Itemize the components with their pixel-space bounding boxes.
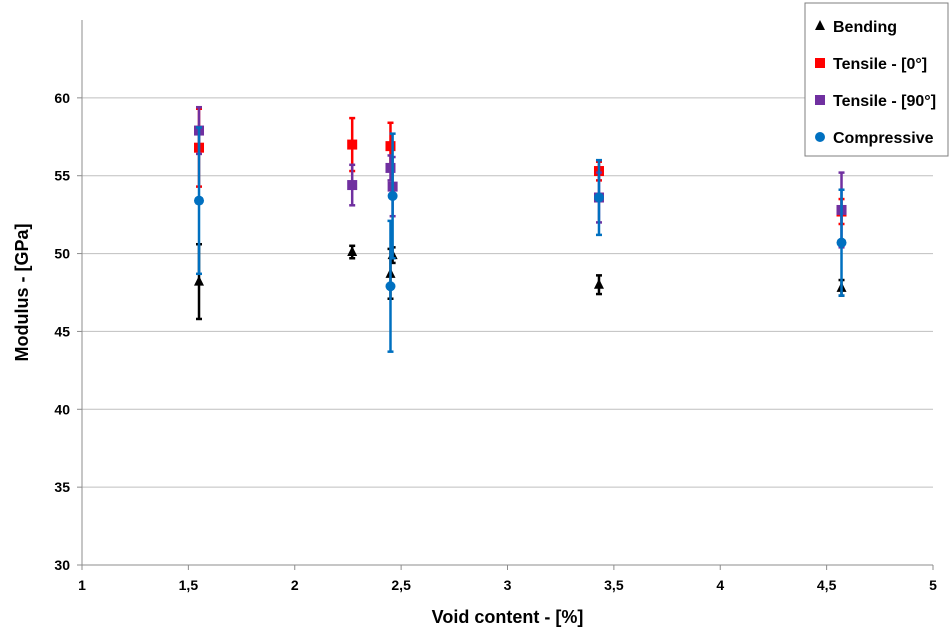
legend-label: Tensile - [90°] [833,93,936,110]
legend-marker [815,20,825,30]
data-point [385,281,396,292]
data-series [194,105,847,353]
x-tick-label: 1 [78,577,86,593]
data-point [194,275,205,286]
y-tick-label: 30 [54,557,70,573]
data-point [347,139,358,150]
data-point [347,246,358,257]
data-point [385,141,396,152]
data-point [387,190,398,201]
x-tick-label: 4 [716,577,724,593]
legend-item: Compressive [815,130,934,147]
y-tick-label: 45 [54,323,70,339]
legend-marker [815,132,825,142]
x-tick-label: 2,5 [391,577,411,593]
gridlines [82,97,933,488]
legend: Bending Tensile - [0°] Tensile - [90°] Comp… [804,2,949,157]
x-tick-label: 3,5 [604,577,624,593]
series-compressive [194,126,847,353]
data-point [593,278,604,289]
x-tick-label: 2 [291,577,299,593]
legend-item: Tensile - [90°] [815,93,936,110]
data-point [593,192,604,203]
x-tick-label: 4,5 [817,577,837,593]
legend-items: Bending Tensile - [0°] Tensile - [90°] Comp… [815,19,936,147]
x-tick-label: 1,5 [179,577,199,593]
data-point [194,195,205,206]
legend-item: Tensile - [0°] [815,56,927,73]
y-tick-label: 35 [54,479,70,495]
y-tick-label: 60 [54,90,70,106]
y-tick-label: 50 [54,246,70,262]
x-tick-label: 5 [929,577,937,593]
legend-label: Bending [833,19,897,36]
data-point [836,237,847,248]
series-tensile-90 [194,105,847,249]
tick-labels: 30 35 40 45 50 55 60 1 1,5 2 2,5 3 3,5 4 4,5 5 [54,90,937,593]
y-tick-label: 40 [54,401,70,417]
series-bending [194,242,847,321]
legend-item: Bending [815,19,897,36]
y-tick-label: 55 [54,168,70,184]
legend-box [804,2,949,157]
x-tick-label: 3 [504,577,512,593]
x-axis-title: Void content - [%] [432,607,584,627]
data-point [385,162,396,173]
data-point [347,180,358,191]
y-axis-title: Modulus - [GPa] [12,224,32,362]
legend-label: Tensile - [0°] [833,56,927,73]
legend-marker [815,95,825,105]
legend-label: Compressive [833,130,934,147]
series-tensile-0 [194,107,847,226]
legend-marker [815,58,825,68]
